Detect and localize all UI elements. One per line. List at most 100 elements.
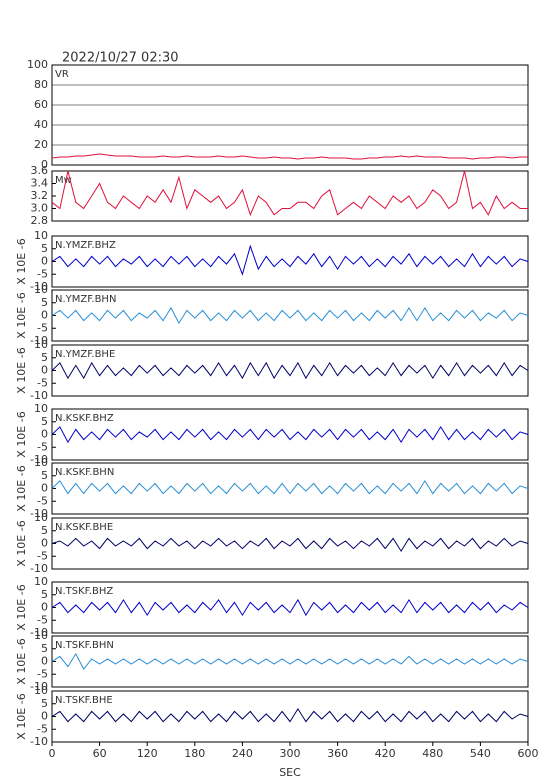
y-tick-label: 0 [41, 255, 48, 268]
y-tick-label: 0 [41, 537, 48, 550]
trace [51, 425, 529, 444]
y-tick-label: 100 [27, 58, 48, 71]
y-axis-label: X 10E -6 [15, 411, 28, 457]
y-tick-label: 10 [34, 575, 48, 588]
y-axis-label: X 10E -6 [15, 238, 28, 284]
y-axis-label: X 10E -6 [15, 638, 28, 684]
panel-frame [51, 289, 529, 342]
y-axis-label: X 10E -6 [15, 584, 28, 630]
panel-label: N.TSKF.BHN [55, 640, 114, 651]
trace [51, 170, 528, 217]
y-tick-label: 10 [34, 629, 48, 642]
panel-frame [51, 581, 529, 634]
y-tick-label: -5 [37, 667, 48, 680]
y-tick-label: 0 [41, 364, 48, 377]
trace [51, 537, 529, 553]
panel-label: N.KSKF.BHN [55, 467, 114, 478]
y-tick-label: 5 [41, 351, 48, 364]
y-tick-label: 5 [41, 296, 48, 309]
y-tick-label: 10 [34, 402, 48, 415]
x-tick-label: 600 [518, 747, 539, 760]
y-tick-label: 5 [41, 524, 48, 537]
y-tick-label: -10 [30, 562, 48, 575]
y-tick-label: 10 [34, 684, 48, 697]
panel-label: N.KSKF.BHZ [55, 413, 114, 424]
y-tick-label: 3.4 [31, 177, 49, 190]
y-tick-label: -10 [30, 626, 48, 639]
y-tick-label: 5 [41, 415, 48, 428]
panel-frame [51, 235, 529, 288]
y-tick-label: 5 [41, 697, 48, 710]
y-axis-label: X 10E -6 [15, 347, 28, 393]
y-tick-label: -10 [30, 507, 48, 520]
y-tick-label: -5 [37, 267, 48, 280]
y-tick-label: -10 [30, 280, 48, 293]
panel-label: N.KSKF.BHE [55, 522, 113, 533]
y-tick-label: 10 [34, 283, 48, 296]
x-tick-label: 60 [93, 747, 107, 760]
x-tick-label: 0 [49, 747, 56, 760]
page-title: 2022/10/27 02:30 [62, 51, 179, 66]
y-tick-label: -5 [37, 440, 48, 453]
y-tick-label: 10 [34, 229, 48, 242]
panel-label: N.TSKF.BHZ [55, 586, 113, 597]
panel-label: Mw [55, 175, 72, 186]
trace [51, 652, 529, 671]
panel-frame [51, 64, 529, 166]
panel-frame [51, 690, 529, 743]
trace [51, 479, 529, 495]
y-tick-label: 0 [41, 309, 48, 322]
y-tick-label: 0 [41, 710, 48, 723]
trace [51, 153, 528, 160]
y-tick-label: 3.0 [31, 202, 49, 215]
y-tick-label: -10 [30, 389, 48, 402]
y-tick-label: -10 [30, 680, 48, 693]
y-tick-label: -5 [37, 549, 48, 562]
panel-label: N.YMZF.BHN [55, 294, 116, 305]
y-tick-label: 40 [34, 118, 48, 131]
y-axis-label: X 10E -6 [15, 520, 28, 566]
trace [51, 361, 529, 380]
x-axis-label: SEC [279, 766, 301, 779]
y-tick-label: 10 [34, 511, 48, 524]
y-tick-label: -10 [30, 453, 48, 466]
y-tick-label: -5 [37, 722, 48, 735]
x-tick-label: 480 [422, 747, 443, 760]
panel-frame [51, 462, 529, 515]
y-tick-label: -10 [30, 334, 48, 347]
y-tick-label: 60 [34, 98, 48, 111]
x-tick-label: 180 [184, 747, 205, 760]
trace [51, 244, 529, 276]
x-tick-label: 360 [327, 747, 348, 760]
y-tick-label: 0 [41, 482, 48, 495]
y-tick-label: -5 [37, 613, 48, 626]
y-tick-label: 5 [41, 469, 48, 482]
y-tick-label: 0 [41, 428, 48, 441]
y-tick-label: -5 [37, 376, 48, 389]
panel-frame [51, 344, 529, 397]
x-tick-label: 120 [137, 747, 158, 760]
panel-label: VR [55, 69, 69, 80]
y-tick-label: 0 [41, 158, 48, 171]
y-tick-label: -5 [37, 494, 48, 507]
y-tick-label: 10 [34, 338, 48, 351]
y-tick-label: 5 [41, 588, 48, 601]
y-tick-label: 80 [34, 78, 48, 91]
y-axis-label: X 10E -6 [15, 693, 28, 739]
y-tick-label: 3.6 [31, 164, 49, 177]
trace [51, 598, 529, 617]
panel-label: N.YMZF.BHZ [55, 240, 116, 251]
y-tick-label: 5 [41, 242, 48, 255]
y-tick-label: 0 [41, 601, 48, 614]
y-tick-label: 20 [34, 138, 48, 151]
x-tick-label: 420 [375, 747, 396, 760]
x-tick-label: 540 [470, 747, 491, 760]
panel-label: N.TSKF.BHE [55, 695, 113, 706]
y-tick-label: 10 [34, 456, 48, 469]
x-tick-label: 240 [232, 747, 253, 760]
panel-label: N.YMZF.BHE [55, 349, 115, 360]
panel-frame [51, 517, 529, 570]
panel-frame [51, 635, 529, 688]
y-tick-label: -10 [30, 735, 48, 748]
